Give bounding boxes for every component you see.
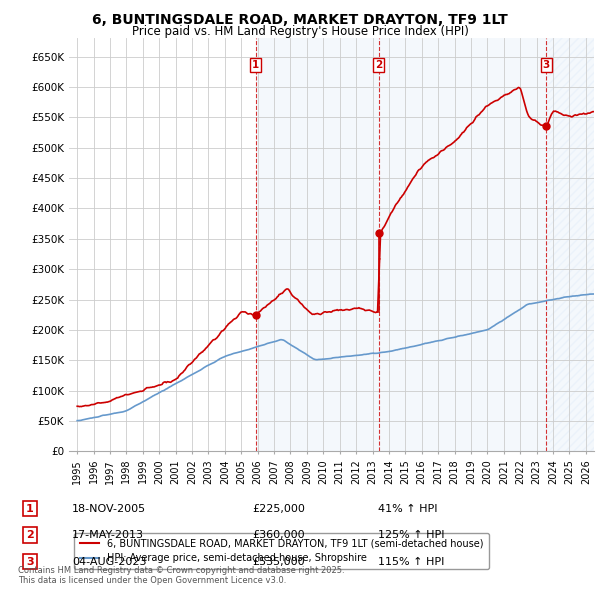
Text: 18-NOV-2005: 18-NOV-2005 [72,504,146,513]
Text: 17-MAY-2013: 17-MAY-2013 [72,530,144,540]
Text: Price paid vs. HM Land Registry's House Price Index (HPI): Price paid vs. HM Land Registry's House … [131,25,469,38]
Text: £225,000: £225,000 [252,504,305,513]
Legend: 6, BUNTINGSDALE ROAD, MARKET DRAYTON, TF9 1LT (semi-detached house), HPI: Averag: 6, BUNTINGSDALE ROAD, MARKET DRAYTON, TF… [74,533,489,569]
Text: 115% ↑ HPI: 115% ↑ HPI [378,557,445,566]
Text: Contains HM Land Registry data © Crown copyright and database right 2025.
This d: Contains HM Land Registry data © Crown c… [18,566,344,585]
Text: 41% ↑ HPI: 41% ↑ HPI [378,504,437,513]
Text: £535,000: £535,000 [252,557,305,566]
Text: £360,000: £360,000 [252,530,305,540]
Text: 125% ↑ HPI: 125% ↑ HPI [378,530,445,540]
Bar [256,38,379,451]
Text: 3: 3 [542,60,550,70]
Text: 04-AUG-2023: 04-AUG-2023 [72,557,146,566]
Text: 3: 3 [26,557,34,566]
Text: 2: 2 [26,530,34,540]
Text: 1: 1 [26,504,34,513]
Text: 2: 2 [375,60,382,70]
Bar [379,38,546,451]
Text: 6, BUNTINGSDALE ROAD, MARKET DRAYTON, TF9 1LT: 6, BUNTINGSDALE ROAD, MARKET DRAYTON, TF… [92,13,508,27]
Text: 1: 1 [252,60,259,70]
Bar [546,38,594,451]
